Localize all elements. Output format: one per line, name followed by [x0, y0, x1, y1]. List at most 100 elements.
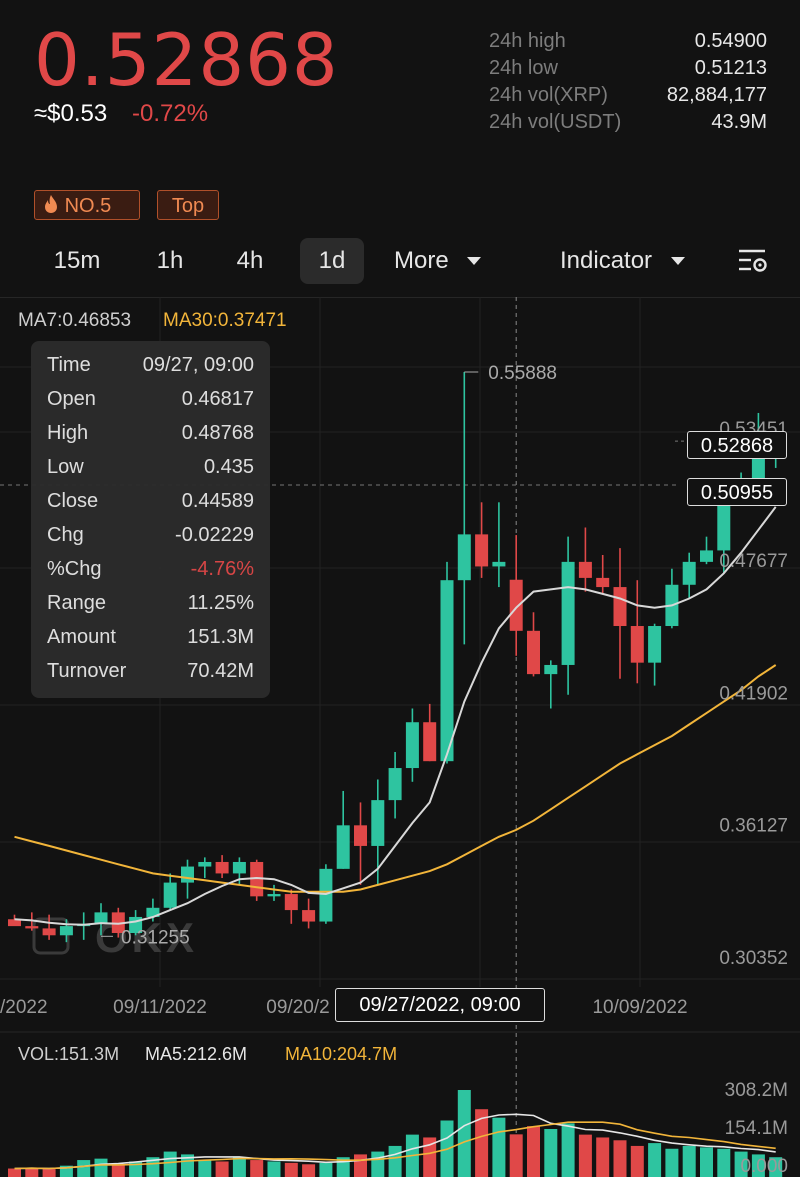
volume-bar: [665, 1148, 679, 1177]
volume-bar: [388, 1145, 402, 1177]
volume-bar: [94, 1158, 108, 1177]
high-marker-label: 0.55888: [488, 363, 557, 384]
candle-body: [163, 882, 177, 908]
stat-24h-vol-xrp: 24h vol(XRP) 82,884,177: [489, 84, 767, 106]
volume-bar: [198, 1160, 212, 1177]
volume-bar: [578, 1134, 592, 1177]
candle-body: [596, 577, 610, 588]
tooltip-low: Low 0.435: [47, 456, 254, 478]
candle-body: [198, 861, 212, 867]
volume-bar: [371, 1151, 385, 1177]
ma30-legend: MA30:0.37471: [163, 310, 287, 331]
flame-icon: [43, 193, 59, 223]
volume-bar: [59, 1165, 73, 1177]
interval-bar: 15m 1h 4h 1d More Indicator: [0, 238, 800, 284]
candle-body: [717, 497, 731, 551]
stat-24h-low: 24h low 0.51213: [489, 57, 767, 79]
volume-ma5-line: [14, 1113, 776, 1170]
current-price-label: 0.52868: [687, 431, 787, 459]
candle-body: [284, 894, 298, 911]
candle-body: [371, 800, 385, 846]
volume-axis-label: 154.1M: [725, 1118, 788, 1139]
y-axis-label: 0.41902: [719, 683, 788, 704]
candle-body: [682, 561, 696, 585]
candle-body: [527, 630, 540, 675]
tab-1d[interactable]: 1d: [300, 238, 364, 284]
rank-label: NO.5: [64, 195, 112, 217]
candle-body: [181, 866, 194, 883]
okx-watermark: OKX: [95, 914, 198, 961]
caret-down-icon: [467, 257, 482, 265]
volume-bar: [423, 1137, 437, 1177]
volume-bar: [717, 1148, 731, 1177]
tooltip-turnover: Turnover 70.42M: [47, 660, 254, 682]
candle-body: [8, 919, 21, 927]
candle-body: [354, 825, 367, 846]
candle-body: [302, 910, 316, 922]
crosshair-price-label: 0.50955: [687, 478, 787, 506]
chart-settings-icon[interactable]: [734, 238, 770, 284]
candle-body: [267, 894, 281, 897]
volume-bar: [492, 1117, 506, 1177]
volume-bar: [561, 1123, 575, 1177]
tab-15m[interactable]: 15m: [53, 247, 101, 274]
rank-badge[interactable]: NO.5: [34, 190, 140, 220]
divider: [0, 297, 800, 298]
tooltip-range: Range 11.25%: [47, 592, 254, 614]
y-axis-label: 0.30352: [719, 948, 788, 969]
volume-bar: [302, 1164, 316, 1177]
ma30-line: [14, 664, 777, 893]
candle-body: [578, 561, 592, 578]
candlestick-chart[interactable]: OKX0.558880.312550.534510.476770.419020.…: [0, 297, 800, 1177]
volume-bar: [734, 1151, 748, 1177]
volume-bar: [544, 1128, 558, 1177]
volume-bar: [682, 1145, 696, 1177]
volume-ma10-line: [14, 1121, 776, 1170]
y-axis-label: 0.47677: [719, 551, 788, 572]
candle-body: [630, 626, 644, 663]
tooltip-pct-chg: %Chg -4.76%: [47, 558, 254, 580]
tab-4h[interactable]: 4h: [236, 247, 264, 274]
candle-body: [492, 561, 506, 567]
candle-body: [648, 626, 662, 663]
usd-equivalent: ≈$0.53: [34, 100, 108, 127]
stat-24h-high: 24h high 0.54900: [489, 30, 767, 52]
x-axis-label: 09/11/2022: [113, 997, 207, 1018]
more-label: More: [394, 247, 449, 274]
tab-indicator[interactable]: Indicator: [560, 238, 710, 284]
volume-bar: [42, 1169, 56, 1177]
volume-bar: [8, 1168, 21, 1177]
candle-body: [544, 664, 558, 675]
volume-bar: [509, 1134, 523, 1177]
ma7-legend: MA7:0.46853: [18, 310, 132, 331]
low-marker-label: 0.31255: [121, 927, 190, 948]
volume-bar: [77, 1160, 91, 1177]
top-badge[interactable]: Top: [157, 190, 219, 220]
volume-legend: VOL:151.3M: [18, 1044, 120, 1064]
tab-1h[interactable]: 1h: [156, 247, 184, 274]
volume-bar: [613, 1140, 627, 1177]
volume-bar: [250, 1160, 264, 1177]
candle-body: [232, 861, 246, 874]
candle-body: [457, 534, 471, 581]
x-axis-label: 09/20/2: [266, 997, 329, 1018]
volume-bar: [25, 1167, 39, 1177]
candle-body: [561, 561, 575, 665]
volume-bar: [769, 1157, 783, 1177]
candle-body: [475, 534, 489, 567]
tooltip-open: Open 0.46817: [47, 388, 254, 410]
volume-bar: [319, 1162, 333, 1177]
volume-bar: [751, 1154, 765, 1177]
tab-more[interactable]: More: [394, 238, 506, 284]
volume-bar: [527, 1126, 540, 1177]
volume-bar: [354, 1154, 367, 1177]
volume-bar: [111, 1164, 125, 1177]
volume-bar: [457, 1090, 471, 1177]
candle-body: [215, 861, 229, 874]
candle-body: [146, 907, 160, 917]
candle-body: [25, 926, 39, 929]
candle-body: [319, 868, 333, 922]
last-price: 0.52868: [34, 18, 339, 102]
volume-bar: [232, 1157, 246, 1177]
candle-body: [405, 722, 419, 769]
